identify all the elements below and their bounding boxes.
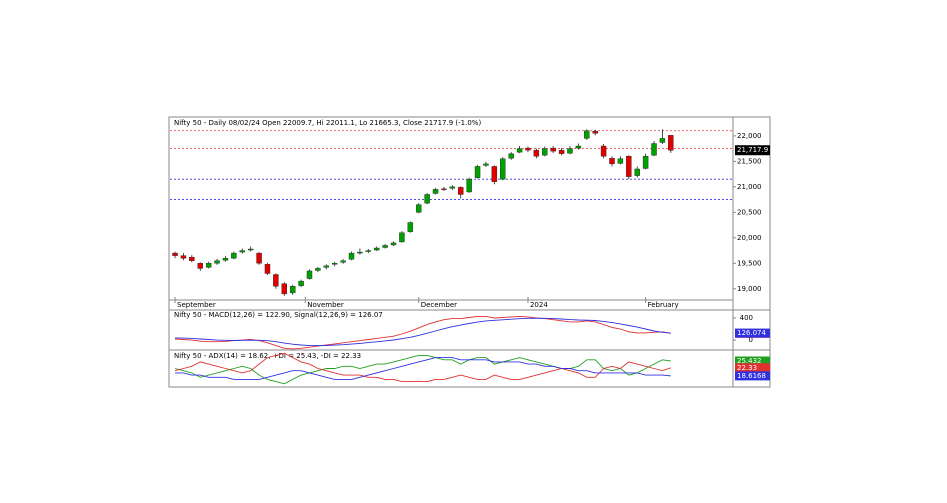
candle-body — [458, 187, 464, 195]
value-box-label: 25.432 — [737, 357, 762, 365]
adx-title: Nifty 50 - ADX(14) = 18.62, +DI = 25.43,… — [174, 352, 361, 360]
last-price-box — [735, 145, 770, 156]
candle-body — [449, 186, 456, 189]
candle-body — [483, 163, 489, 166]
candle-body — [222, 257, 229, 261]
candle-body — [558, 149, 565, 154]
candle-body — [382, 245, 388, 248]
indicator-line — [174, 352, 671, 383]
candle-body — [609, 158, 615, 165]
candle-body — [331, 263, 338, 265]
candle-body — [516, 148, 523, 153]
candle-body — [592, 131, 598, 134]
candle-body — [306, 270, 313, 279]
candle-body — [441, 188, 447, 190]
value-box-label: 18.6168 — [737, 372, 766, 380]
candle-body — [407, 222, 414, 232]
candle-body — [273, 274, 279, 287]
candle-body — [600, 145, 607, 157]
candle-body — [180, 255, 187, 259]
candle-body — [659, 138, 666, 143]
candle-body — [172, 252, 178, 256]
candle-body — [634, 168, 640, 176]
x-tick-label: September — [177, 301, 216, 309]
candle-body — [197, 263, 203, 269]
candle-body — [298, 280, 304, 286]
candle-body — [575, 145, 582, 149]
x-tick-label: 2024 — [530, 301, 548, 309]
y-tick-label: 20,000 — [737, 234, 762, 242]
candle-body — [348, 252, 355, 260]
value-box — [735, 371, 770, 381]
candle-body — [626, 156, 632, 177]
candle-body — [474, 166, 481, 178]
candle-body — [525, 147, 531, 151]
candle-body — [617, 158, 624, 164]
candle-body — [340, 260, 346, 263]
candle-body — [205, 263, 212, 268]
candle-body — [508, 153, 514, 159]
candle-body — [399, 232, 405, 243]
candle-body — [651, 143, 657, 156]
candle-body — [584, 130, 590, 139]
y-tick-label: 21,500 — [737, 157, 762, 165]
last-price-label: 21,717.9 — [737, 146, 768, 154]
x-tick-label: November — [307, 301, 344, 309]
candle-body — [533, 149, 540, 157]
candle-body — [256, 252, 262, 264]
value-box — [735, 356, 770, 366]
value-box-label: 22.33 — [737, 364, 757, 372]
candle-body — [289, 286, 296, 294]
candle-body — [500, 158, 506, 180]
candle-body — [231, 252, 237, 259]
candle-body — [247, 248, 254, 251]
y-tick-label: 21,000 — [737, 183, 762, 191]
y-tick-label: 19,000 — [737, 285, 762, 293]
candle-body — [424, 194, 430, 204]
indicator-line — [175, 357, 671, 380]
x-tick-label: December — [421, 301, 457, 309]
candle-body — [432, 189, 439, 194]
candle-body — [668, 135, 674, 151]
x-tick-label: February — [648, 301, 679, 309]
candle-body — [373, 247, 380, 251]
chart-title: Nifty 50 - Daily 08/02/24 Open 22009.7, … — [174, 119, 481, 127]
candle-body — [239, 250, 245, 253]
indicator-line — [174, 317, 671, 347]
candle-body — [416, 204, 422, 213]
y-tick-label: 20,500 — [737, 208, 762, 216]
y-tick-label: 400 — [740, 314, 753, 322]
candle-body — [567, 148, 573, 154]
chart-frame — [168, 116, 771, 388]
candle-body — [390, 242, 397, 246]
candle-body — [550, 147, 556, 152]
indicator-line — [174, 354, 671, 385]
candle-body — [323, 265, 330, 268]
value-box — [735, 328, 770, 338]
candle-body — [189, 256, 195, 261]
candle-body — [466, 178, 472, 193]
candle-body — [315, 268, 321, 271]
candle-body — [357, 251, 363, 254]
candle-body — [264, 264, 271, 274]
candle-body — [642, 156, 649, 169]
value-box — [735, 363, 770, 373]
candle-body — [365, 250, 372, 252]
value-box-label: 126.074 — [737, 329, 766, 337]
macd-title: Nifty 50 - MACD(12,26) = 122.90, Signal(… — [174, 311, 383, 319]
y-tick-label: 19,500 — [737, 259, 762, 267]
y-tick-label: 0 — [749, 336, 753, 344]
y-tick-label: 22,000 — [737, 132, 762, 140]
candle-body — [281, 283, 288, 295]
candle-body — [214, 260, 220, 264]
candle-body — [491, 166, 498, 182]
candle-body — [542, 148, 548, 156]
